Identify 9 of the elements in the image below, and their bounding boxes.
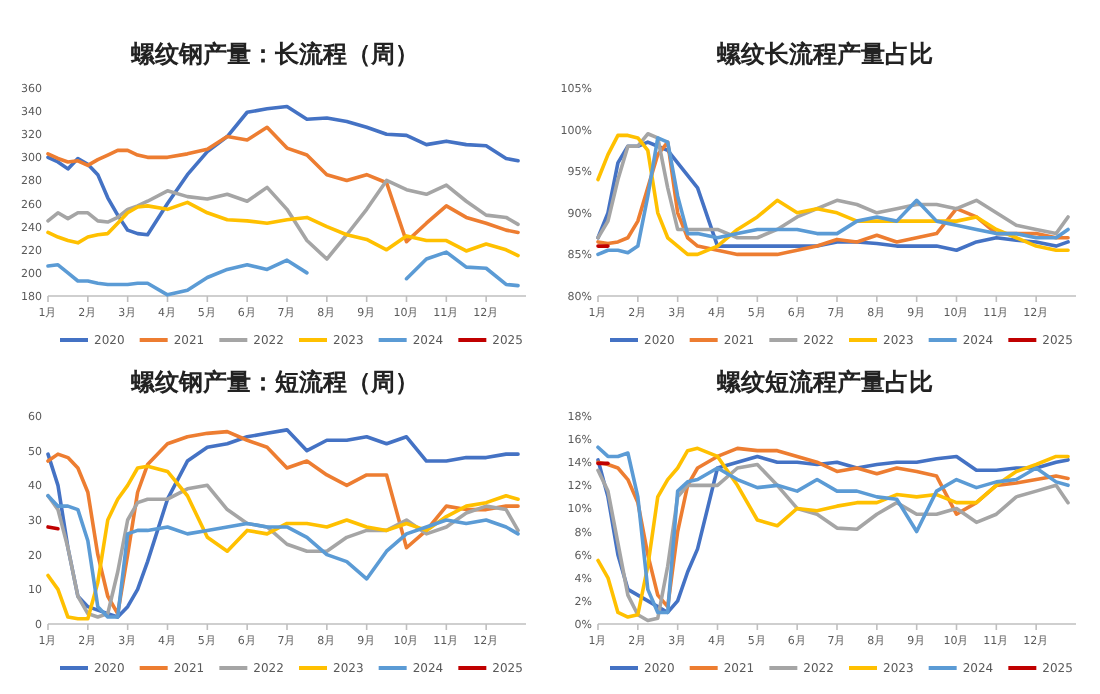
- chart-title: 螺纹钢产量：长流程（周）: [129, 40, 419, 68]
- line-series: [46, 125, 520, 244]
- line-series: [46, 178, 520, 261]
- chart-title: 螺纹长流程产量占比: [715, 40, 933, 68]
- line-series: [46, 104, 520, 237]
- chart-title: 螺纹钢产量：短流程（周）: [129, 368, 419, 396]
- line-series: [596, 131, 1070, 240]
- chart-title: 螺纹短流程产量占比: [715, 368, 933, 396]
- line-series: [46, 200, 520, 258]
